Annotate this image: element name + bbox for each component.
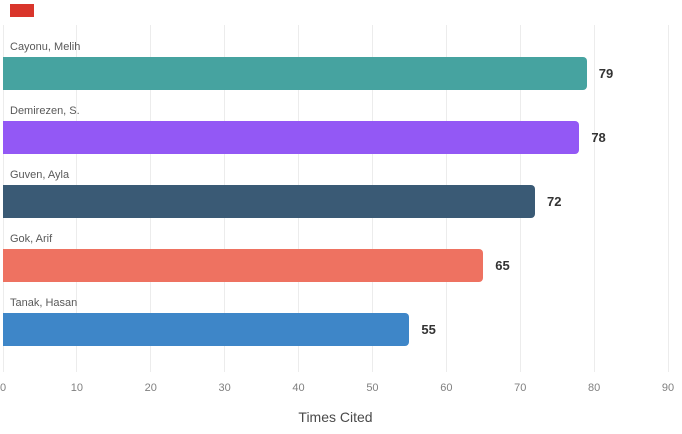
x-tick-label: 0 (0, 382, 7, 394)
chart-plot-area: Cayonu, Melih 79 Demirezen, S. 78 Guven, Ayl… (3, 25, 669, 372)
bar[interactable] (3, 249, 484, 282)
value-label: 72 (547, 194, 562, 209)
category-label: Guven, Ayla (10, 169, 70, 181)
bar[interactable] (3, 313, 410, 346)
x-tick-label: 50 (366, 382, 379, 394)
x-tick-label: 80 (587, 382, 601, 394)
x-tick-label: 20 (144, 382, 157, 394)
bar[interactable] (3, 121, 580, 154)
red-marker (10, 4, 34, 17)
category-label: Tanak, Hasan (10, 297, 78, 309)
value-label: 65 (495, 258, 510, 273)
x-tick-label: 30 (218, 382, 231, 394)
x-tick-label: 70 (514, 382, 527, 394)
x-tick-label: 60 (440, 382, 453, 394)
bar[interactable] (3, 185, 535, 218)
x-tick-label: 90 (661, 382, 675, 394)
category-label: Cayonu, Melih (10, 41, 81, 53)
category-label: Demirezen, S. (10, 105, 80, 117)
gridline-x-80 (593, 25, 595, 372)
x-tick-label: 40 (292, 382, 305, 394)
value-label: 55 (421, 322, 436, 337)
x-tick-label: 10 (70, 382, 83, 394)
x-axis-title: Times Cited (298, 409, 373, 425)
value-label: 79 (598, 66, 614, 81)
value-label: 78 (591, 130, 606, 145)
category-label: Gok, Arif (10, 233, 53, 245)
gridline-x-90 (667, 25, 669, 372)
bar[interactable] (3, 57, 587, 90)
